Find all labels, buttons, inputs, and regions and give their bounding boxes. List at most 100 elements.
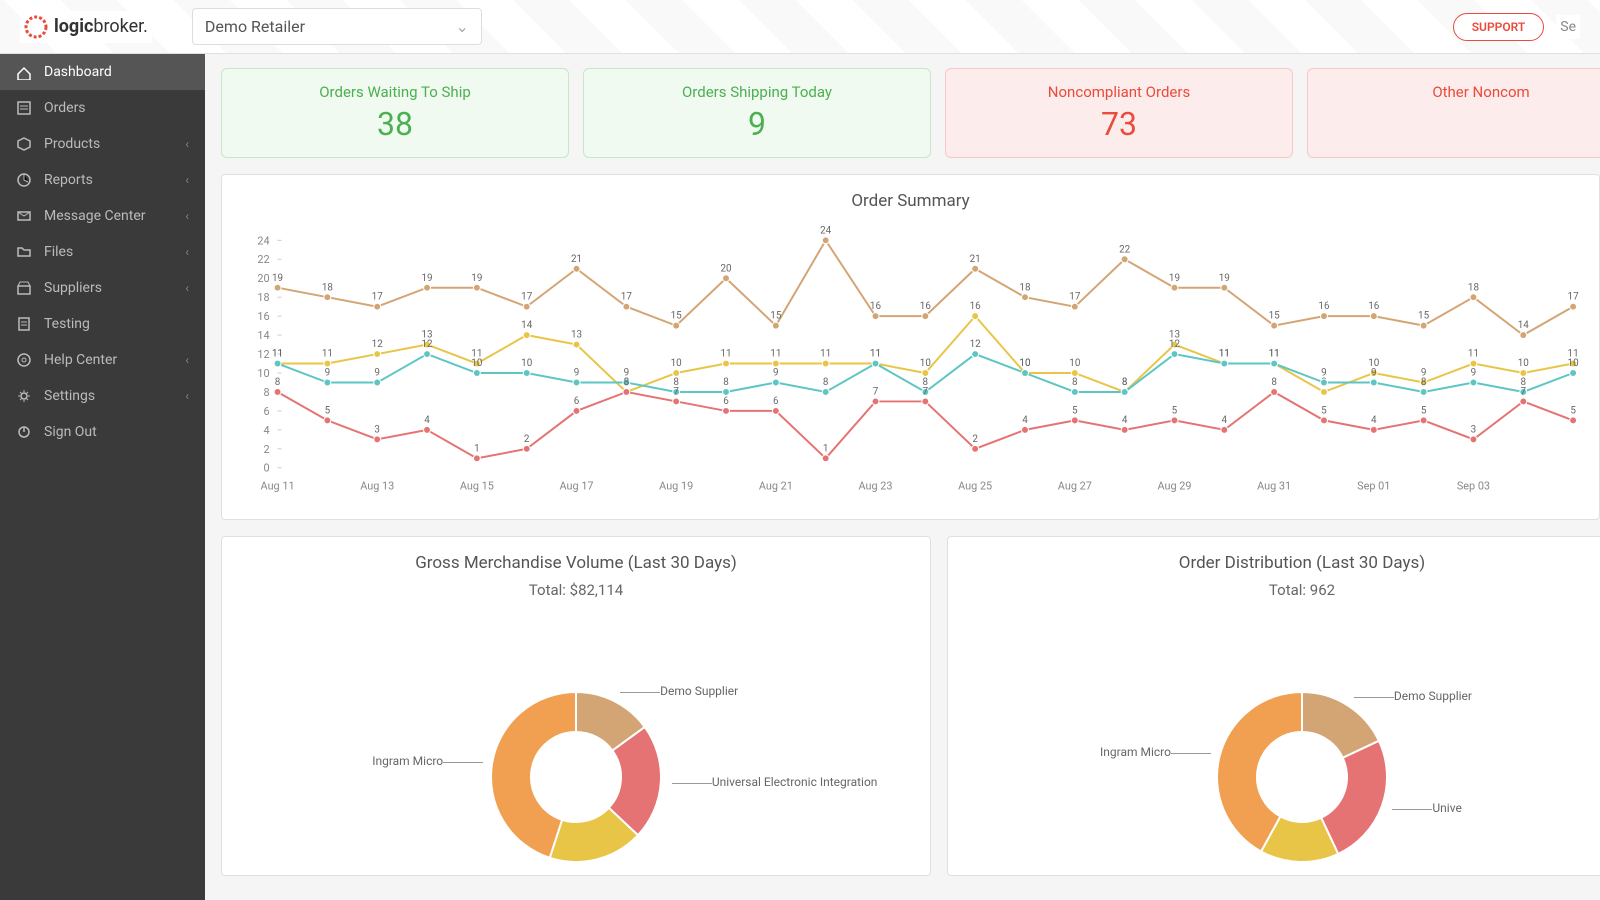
help-icon (16, 352, 32, 368)
chevron-left-icon: ‹ (185, 353, 189, 367)
card-title: Other Noncom (1322, 83, 1600, 101)
svg-text:Aug 21: Aug 21 (759, 480, 793, 493)
pie-label: Universal Electronic Integration (712, 775, 862, 789)
kpi-card[interactable]: Noncompliant Orders 73 (945, 68, 1293, 158)
sidebar: DashboardOrdersProducts‹Reports‹Message … (0, 0, 205, 900)
card-value: 73 (960, 105, 1278, 143)
nav-label: Suppliers (44, 280, 102, 296)
svg-text:12: 12 (257, 348, 269, 361)
svg-text:11: 11 (1269, 349, 1280, 360)
svg-text:5: 5 (1421, 405, 1427, 416)
order-summary-panel: Order Summary 024681012141618202224Aug 1… (221, 174, 1600, 520)
svg-text:17: 17 (621, 292, 633, 303)
svg-text:16: 16 (257, 310, 269, 323)
sidebar-item-help-center[interactable]: Help Center ‹ (0, 342, 205, 378)
box-icon (16, 136, 32, 152)
kpi-card[interactable]: Orders Shipping Today9 (583, 68, 931, 158)
svg-text:Aug 15: Aug 15 (460, 480, 494, 493)
svg-text:18: 18 (257, 291, 269, 304)
mail-icon (16, 208, 32, 224)
folder-icon (16, 244, 32, 260)
kpi-card[interactable]: Other Noncom (1307, 68, 1600, 158)
svg-text:3: 3 (1471, 424, 1477, 435)
orders-icon (16, 100, 32, 116)
search-input[interactable]: Se (1556, 15, 1580, 39)
svg-text:15: 15 (671, 311, 683, 322)
kpi-card[interactable]: Orders Waiting To Ship38 (221, 68, 569, 158)
svg-text:10: 10 (1019, 358, 1030, 369)
svg-text:5: 5 (325, 405, 331, 416)
sidebar-item-suppliers[interactable]: Suppliers‹ (0, 270, 205, 306)
svg-text:16: 16 (1368, 301, 1380, 312)
svg-text:9: 9 (773, 368, 779, 379)
svg-text:17: 17 (521, 292, 533, 303)
gmv-sub: Total: $82,114 (238, 581, 914, 599)
svg-text:Aug 17: Aug 17 (560, 480, 594, 493)
svg-text:15: 15 (1269, 311, 1281, 322)
chevron-down-icon: ⌄ (456, 17, 469, 36)
svg-text:10: 10 (257, 367, 269, 380)
svg-text:7: 7 (673, 387, 679, 398)
svg-text:4: 4 (424, 415, 430, 426)
svg-text:2: 2 (972, 434, 978, 445)
svg-text:Aug 25: Aug 25 (958, 480, 992, 493)
svg-text:24: 24 (820, 225, 832, 236)
svg-text:15: 15 (770, 311, 782, 322)
svg-text:Aug 13: Aug 13 (360, 480, 394, 493)
svg-text:8: 8 (723, 377, 729, 388)
svg-text:12: 12 (970, 339, 982, 350)
sidebar-item-dashboard[interactable]: Dashboard (0, 54, 205, 90)
chevron-left-icon: ‹ (185, 137, 189, 151)
svg-text:8: 8 (1421, 377, 1427, 388)
retailer-select[interactable]: Demo Retailer ⌄ (192, 8, 482, 45)
svg-text:5: 5 (1072, 405, 1078, 416)
sidebar-item-sign-out[interactable]: Sign Out (0, 414, 205, 450)
retailer-label: Demo Retailer (205, 17, 305, 36)
pie-label: Demo Supplier (1394, 689, 1544, 703)
svg-text:6: 6 (264, 405, 270, 418)
svg-text:20: 20 (720, 263, 731, 274)
chart-title: Order Summary (238, 191, 1583, 211)
sidebar-item-products[interactable]: Products‹ (0, 126, 205, 162)
nav-label: Dashboard (44, 64, 112, 80)
svg-text:11: 11 (322, 349, 333, 360)
svg-text:9: 9 (1321, 368, 1327, 379)
svg-text:9: 9 (1371, 368, 1377, 379)
svg-text:10: 10 (1069, 358, 1080, 369)
svg-text:17: 17 (372, 292, 384, 303)
svg-text:17: 17 (1568, 292, 1580, 303)
pie-label: Unive (1432, 801, 1582, 815)
svg-text:7: 7 (1521, 387, 1527, 398)
svg-text:11: 11 (870, 349, 881, 360)
card-title: Noncompliant Orders (960, 83, 1278, 101)
svg-text:21: 21 (571, 254, 582, 265)
svg-text:5: 5 (1321, 405, 1327, 416)
support-button[interactable]: SUPPORT (1453, 13, 1545, 41)
chevron-left-icon: ‹ (185, 209, 189, 223)
sidebar-item-message-center[interactable]: Message Center ‹ (0, 198, 205, 234)
sidebar-item-files[interactable]: Files‹ (0, 234, 205, 270)
svg-text:8: 8 (1271, 377, 1277, 388)
header: logicbroker. Demo Retailer ⌄ SUPPORT Se (0, 0, 1600, 54)
sidebar-item-settings[interactable]: Settings‹ (0, 378, 205, 414)
sidebar-item-orders[interactable]: Orders (0, 90, 205, 126)
svg-text:19: 19 (471, 273, 482, 284)
svg-text:17: 17 (1069, 292, 1081, 303)
svg-text:Sep 01: Sep 01 (1357, 480, 1390, 493)
sidebar-item-reports[interactable]: Reports‹ (0, 162, 205, 198)
chevron-left-icon: ‹ (185, 389, 189, 403)
nav-label: Message Center (44, 208, 146, 224)
svg-text:10: 10 (471, 358, 482, 369)
svg-text:18: 18 (1019, 282, 1031, 293)
svg-text:8: 8 (264, 386, 270, 399)
svg-text:19: 19 (1219, 273, 1230, 284)
sidebar-item-testing[interactable]: Testing (0, 306, 205, 342)
chevron-left-icon: ‹ (185, 245, 189, 259)
svg-text:10: 10 (1568, 358, 1579, 369)
svg-text:10: 10 (521, 358, 532, 369)
order-summary-chart: 024681012141618202224Aug 11Aug 13Aug 15A… (238, 219, 1583, 499)
nav-label: Help Center (44, 352, 117, 368)
power-icon (16, 424, 32, 440)
dist-donut (1192, 667, 1412, 887)
svg-text:Aug 19: Aug 19 (659, 480, 693, 493)
